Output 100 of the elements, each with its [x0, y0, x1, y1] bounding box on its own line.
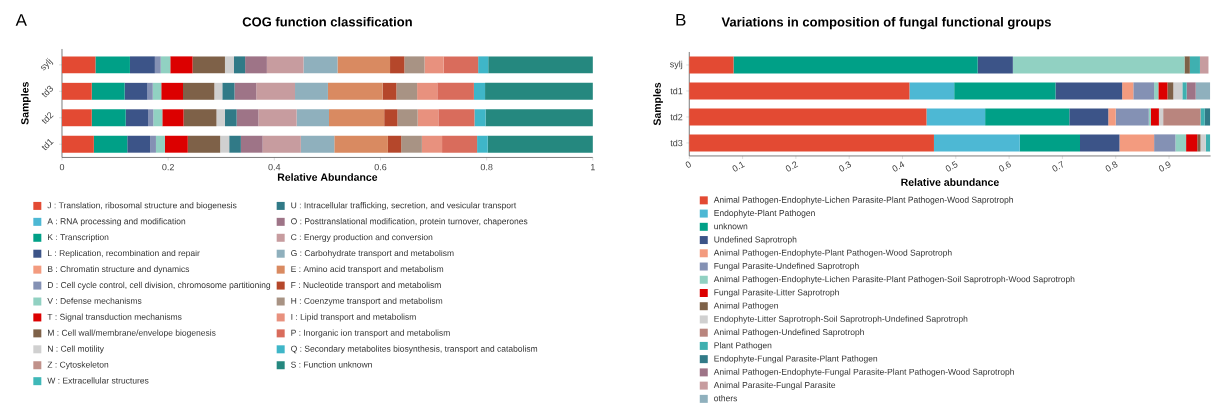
y-tick-label: td2	[670, 113, 683, 121]
bar	[124, 82, 148, 100]
bar	[224, 56, 234, 74]
bar	[187, 135, 221, 153]
legend-label: others	[714, 395, 738, 402]
legend-label: Fungal Parasite-Litter Saprotroph	[714, 289, 839, 298]
x-tick-label: 0.4	[268, 164, 281, 171]
legend-label: Animal Pathogen-Endophyte-Lichen Parasite-Plant Pathogen-Soil Saprotroph-Wood Saprotroph	[713, 275, 1075, 284]
bar	[152, 82, 162, 100]
y-axis-title: Samples	[20, 82, 31, 125]
legend-label: K : Transcription	[48, 234, 109, 242]
chart-title: COG function classification	[242, 17, 412, 27]
bar	[258, 109, 297, 127]
bar	[61, 82, 92, 100]
bar	[236, 109, 259, 127]
legend-label: Animal Pathogen-Undefined Saprotroph	[713, 328, 864, 337]
bar	[488, 56, 593, 74]
y-tick-label: td3	[670, 139, 683, 147]
y-tick-label: td3	[41, 85, 54, 98]
legend-label: H : Coenzyme transport and metabolism	[291, 297, 443, 306]
chart-title: Variations in composition of fungal functional groups	[721, 17, 1051, 30]
bar	[296, 109, 329, 127]
legend-label: Z : Cytoskeleton	[47, 361, 109, 370]
bar	[396, 82, 418, 100]
bar	[485, 109, 593, 127]
y-tick-label: td1	[41, 139, 54, 151]
bar	[183, 82, 215, 100]
bar	[161, 82, 184, 100]
legend-label: Animal Pathogen	[713, 302, 778, 311]
bar	[162, 109, 184, 127]
bar	[240, 135, 263, 153]
bar	[382, 82, 397, 100]
x-tick-label: 0.6	[374, 164, 387, 171]
x-tick-label: 0	[685, 161, 691, 168]
bar	[390, 56, 405, 74]
legend-label: Endophyte-Fungal Parasite-Plant Pathogen	[714, 355, 878, 364]
x-axis-title: Relative Abundance	[277, 173, 378, 181]
bar	[160, 56, 171, 74]
legend-label: A : RNA processing and modification	[47, 218, 186, 227]
bar	[154, 56, 161, 74]
bar	[262, 135, 301, 153]
legend-label: C : Energy production and conversion	[291, 234, 433, 242]
bar	[334, 135, 388, 153]
bar	[401, 135, 422, 153]
bar	[153, 109, 163, 127]
bar	[216, 109, 225, 127]
bar	[477, 135, 488, 153]
x-tick-label: 0.5	[945, 161, 958, 172]
text: B	[676, 13, 686, 26]
bar	[421, 135, 443, 153]
bar	[125, 109, 148, 127]
bar	[295, 82, 328, 100]
bar	[95, 56, 130, 74]
legend-label: O : Posttranslational modification, protein turnover, chaperones	[291, 218, 528, 227]
bar	[384, 109, 398, 127]
bar	[303, 56, 338, 74]
x-tick-label: 0.9	[1158, 161, 1171, 172]
bar	[220, 135, 230, 153]
bar	[474, 109, 486, 127]
bar	[183, 109, 217, 127]
bar	[224, 109, 237, 127]
bar	[233, 56, 246, 74]
legend-label: Q : Secondary metabolites biosynthesis, transport and catabolism	[291, 345, 538, 354]
legend-label: G : Carbohydrate transport and metabolism	[291, 249, 454, 258]
bar	[91, 109, 126, 127]
legend-label: Undefined Saprotroph	[714, 236, 797, 245]
legend-label: W : Extracellular structures	[47, 377, 149, 384]
bar	[437, 82, 474, 100]
x-tick-label: 0.2	[162, 164, 174, 171]
bar	[192, 56, 225, 74]
x-tick-label: 1	[591, 164, 595, 171]
x-tick-label: 0.8	[480, 164, 493, 171]
bar	[404, 56, 425, 74]
bar	[127, 135, 151, 153]
y-axis-title: Samples	[653, 82, 663, 126]
legend-label: Endophyte-Plant Pathogen	[714, 209, 815, 218]
legend-label: Plant Pathogen	[714, 342, 772, 351]
y-tick-label: td2	[41, 112, 54, 124]
bar	[417, 82, 438, 100]
legend-label: F : Nucleotide transport and metabolism	[291, 281, 441, 290]
x-tick-label: 0.6	[999, 161, 1011, 172]
bar	[424, 56, 444, 74]
legend-label: Fungal Parasite-Undefined Saprotroph	[714, 262, 859, 271]
x-axis-title: Relative abundance	[901, 178, 999, 187]
bar	[222, 82, 235, 100]
x-tick-label: 0.4	[892, 161, 905, 172]
legend-label: V : Defense mechanisms	[47, 297, 142, 304]
bar	[397, 109, 418, 127]
legend-label: Animal Pathogen-Endophyte-Lichen Parasite-Plant Pathogen-Wood Saprotroph	[713, 196, 1013, 205]
bar	[487, 135, 593, 153]
bar	[147, 82, 153, 100]
bar	[93, 135, 128, 153]
bar	[245, 56, 267, 74]
bar	[328, 109, 385, 127]
bar	[438, 109, 475, 127]
bar	[442, 135, 478, 153]
bar	[485, 82, 593, 100]
bar	[234, 82, 257, 100]
legend-label: M : Cell wall/membrane/envelope biogenesis	[48, 329, 216, 338]
bar	[214, 82, 223, 100]
